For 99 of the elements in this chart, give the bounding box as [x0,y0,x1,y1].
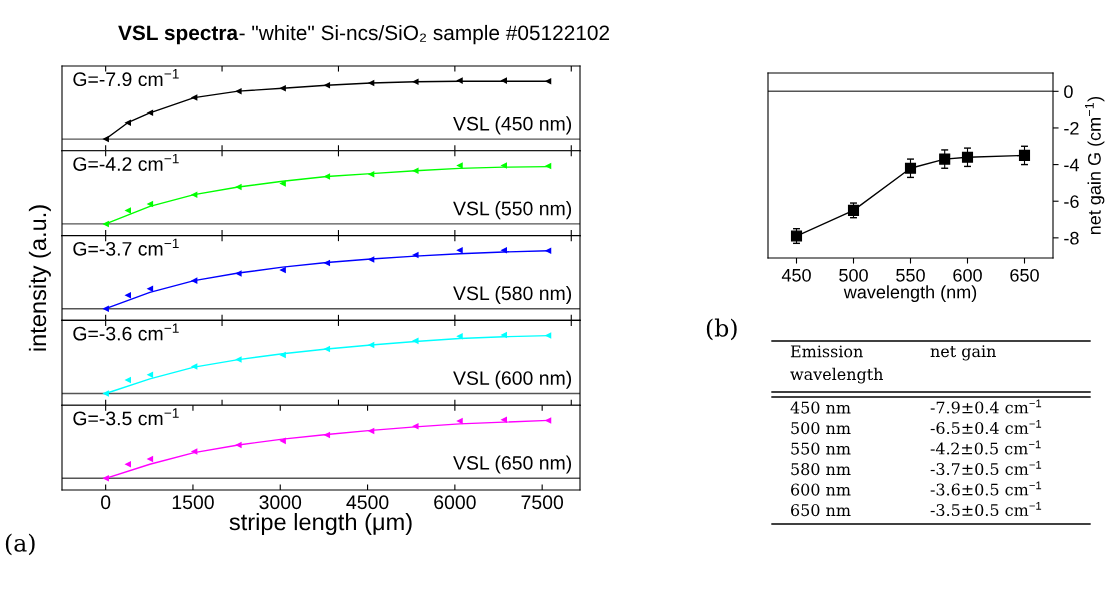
point [279,84,286,92]
text: Emission wavelength [790,345,883,384]
annotation: VSL (650 nm) [453,455,572,474]
point [323,82,331,89]
point [456,246,463,254]
x-tick-label: 1500 [172,495,214,510]
point [412,251,419,259]
text: 580 nm [791,463,851,476]
text: -6.5±0.4 cm$^{−1}$ [930,420,1042,435]
point [412,423,419,430]
point [544,247,552,255]
text: -4.2±0.5 cm$^{−1}$ [930,440,1041,455]
x-tick-label: 4500 [346,495,389,510]
x-tick-label: 0 [101,495,111,510]
text: 450 nm [790,401,851,414]
point [124,119,132,126]
text: 500 nm [791,422,851,435]
text: -3.7±0.5 cm$^{−1}$ [930,461,1042,476]
point [500,77,508,84]
x-axis-title: stripe length (μm) [229,512,412,535]
point [102,305,109,312]
point [102,390,109,397]
chart-subtitle: - "white" Si-ncs/SiO₂ sample #05122102 [239,24,610,45]
point [235,87,242,95]
annotation: G=-3.7 cm$^{−1}$ [73,238,179,256]
point [412,337,419,345]
point [323,431,331,439]
point [279,437,286,445]
annotation: G=-7.9 cm$^{−1}$ [73,69,179,87]
point [146,371,154,379]
x-tick-label: 6000 [434,495,476,510]
text: net gain [930,345,996,361]
x-tick-label: 7500 [521,495,564,510]
point [124,207,132,214]
annotation: G=-3.5 cm$^{−1}$ [73,408,179,426]
x-tick-label: 600 [953,268,982,282]
y-tick-label: -2 [1064,121,1079,135]
y-tick-label: 0 [1064,85,1073,99]
point [323,345,331,353]
point [102,475,109,482]
point [500,416,508,424]
point [279,266,286,274]
point [790,230,803,242]
point [102,220,109,228]
point [235,183,242,191]
x-axis-title: wavelength (nm) [843,285,977,303]
point [146,109,154,117]
text: -3.6±0.5 cm$^{−1}$ [930,481,1042,496]
point [235,270,242,277]
annotation: VSL (580 nm) [453,285,572,305]
point [544,77,552,85]
x-tick-label: 550 [896,268,925,282]
point [124,292,132,299]
point [500,162,508,169]
point [456,162,463,169]
x-tick-label: 3000 [259,495,302,510]
text: (b) [706,318,737,341]
point [124,461,132,468]
point [500,331,508,339]
point [235,441,242,449]
point [456,417,463,425]
point [961,151,974,163]
point [456,332,463,340]
text: -3.5±0.5 cm$^{−1}$ [930,502,1042,517]
y-tick-label: -6 [1064,195,1079,208]
y-axis-title: intensity (a.u.) [28,205,51,351]
point [412,78,419,86]
text: (a) [5,533,35,556]
annotation: VSL (450 nm) [453,116,572,135]
annotation: G=-4.2 cm$^{−1}$ [73,153,179,171]
x-tick-label: 500 [839,268,868,282]
annotation: G=-3.6 cm$^{−1}$ [73,323,179,341]
point [279,351,286,359]
point [146,285,154,293]
point [235,356,242,363]
point [500,246,508,254]
point [904,162,917,174]
point [1018,149,1031,161]
point [102,135,109,143]
text: 600 nm [791,483,851,496]
point [456,77,463,84]
point [939,153,951,165]
point [279,180,286,187]
text: 550 nm [791,442,851,455]
point [367,170,375,178]
y-axis-title: net gain G (cm$^{−1}$) [1085,96,1105,235]
y-tick-label: -4 [1064,158,1079,172]
text: -7.9±0.4 cm$^{−1}$ [930,399,1042,414]
x-tick-label: 450 [781,268,811,282]
annotation: VSL (550 nm) [453,201,572,220]
text: 650 nm [791,504,851,517]
point [323,259,331,267]
y-tick-label: -8 [1064,231,1079,245]
point [412,167,419,174]
x-tick-label: 650 [1010,268,1039,282]
point [847,204,860,216]
annotation: VSL (600 nm) [453,370,572,389]
chart-title: VSL spectra [118,25,239,45]
point [124,376,132,384]
